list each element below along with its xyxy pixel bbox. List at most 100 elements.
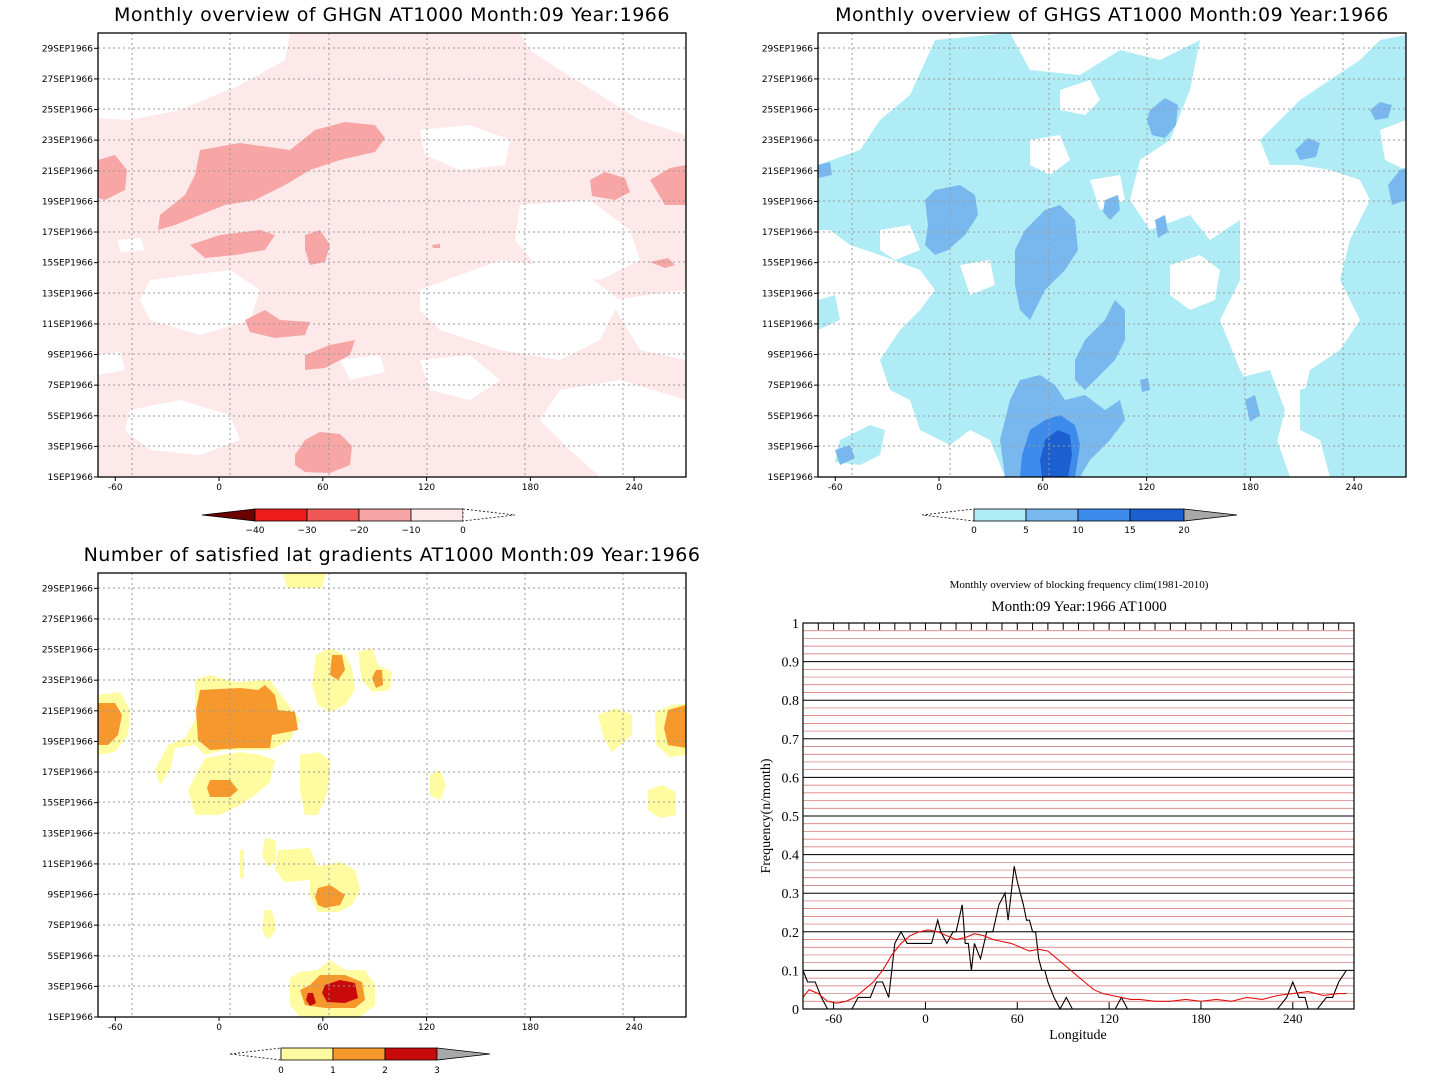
y-tick-label: 23SEP1966: [42, 136, 93, 146]
ghgn-grid: [98, 33, 686, 477]
y-tick-label: 29SEP1966: [42, 584, 93, 594]
freq-x-axis: -60 0 60 120 180 240: [825, 1002, 1303, 1026]
y-tick-label: 5SEP1966: [48, 412, 94, 422]
freq-x-axis-label: Longitude: [1049, 1028, 1107, 1043]
count-contour-field: [98, 573, 686, 1017]
ghgs-colorbar-label: 5: [1023, 526, 1029, 536]
x-tick-label: 180: [1191, 1011, 1211, 1026]
y-tick-label: 21SEP1966: [42, 167, 93, 177]
freq-subtitle: Month:09 Year:1966 AT1000: [991, 599, 1166, 615]
x-tick-label: 240: [1346, 483, 1363, 493]
y-tick-label: 19SEP1966: [42, 197, 93, 207]
y-tick-label: 21SEP1966: [762, 167, 813, 177]
y-tick-label: 0.2: [782, 926, 800, 941]
y-tick-label: 1SEP1966: [48, 1013, 94, 1023]
y-tick-label: 13SEP1966: [42, 829, 93, 839]
count-frame: [97, 572, 687, 1018]
y-tick-label: 9SEP1966: [48, 351, 94, 361]
ghgn-title: Monthly overview of GHGN AT1000 Month:09…: [114, 4, 670, 26]
y-tick-label: 25SEP1966: [42, 646, 93, 656]
x-tick-label: 120: [1099, 1011, 1119, 1026]
y-tick-label: 25SEP1966: [762, 106, 813, 116]
y-tick-label: 3SEP1966: [48, 442, 94, 452]
ghgs-contour-field: [818, 33, 1406, 477]
y-tick-label: 17SEP1966: [762, 228, 813, 238]
y-tick-label: 19SEP1966: [762, 197, 813, 207]
ghgn-y-axis: 29SEP1966 27SEP1966 25SEP1966 23SEP1966 21SE…: [42, 44, 98, 483]
y-tick-label: 15SEP1966: [42, 259, 93, 269]
x-tick-label: 60: [317, 1023, 329, 1033]
y-tick-label: 0.8: [782, 694, 800, 709]
x-tick-label: 120: [418, 1023, 435, 1033]
x-tick-label: 60: [1011, 1011, 1024, 1026]
y-tick-label: 15SEP1966: [42, 799, 93, 809]
count-panel: Number of satisfied lat gradients AT1000…: [42, 544, 701, 1076]
count-colorbar: 0 1 2 3: [229, 1047, 491, 1076]
freq-y-axis: 0 0.1 0.2 0.3 0.4 0.5 0.6 0.7 0.8 0.9 1: [782, 617, 800, 1018]
count-grid: [98, 573, 686, 1017]
ghgs-x-axis: -60 0 60 120 180 240: [828, 477, 1363, 493]
freq-panel: Monthly overview of blocking frequency c…: [759, 579, 1355, 1043]
ghgs-panel: Monthly overview of GHGS AT1000 Month:09…: [762, 4, 1407, 536]
x-tick-label: 60: [317, 483, 329, 493]
ghgs-grid: [818, 33, 1406, 477]
x-tick-label: 240: [626, 483, 643, 493]
y-tick-label: 9SEP1966: [48, 891, 94, 901]
count-title: Number of satisfied lat gradients AT1000…: [84, 544, 701, 566]
y-tick-label: 11SEP1966: [762, 320, 813, 330]
y-tick-label: 13SEP1966: [42, 289, 93, 299]
y-tick-label: 29SEP1966: [762, 44, 813, 54]
ghgs-colorbar-label: 0: [971, 526, 977, 536]
freq-title: Monthly overview of blocking frequency c…: [950, 579, 1209, 591]
ghgs-colorbar-label: 10: [1072, 526, 1084, 536]
ghgs-colorbar-label: 20: [1178, 526, 1190, 536]
x-tick-label: 0: [216, 483, 222, 493]
y-tick-label: 23SEP1966: [762, 136, 813, 146]
y-tick-label: 13SEP1966: [762, 289, 813, 299]
x-tick-label: -60: [828, 483, 843, 493]
y-tick-label: 17SEP1966: [42, 228, 93, 238]
ghgn-contour-field: [98, 33, 686, 477]
y-tick-label: 23SEP1966: [42, 676, 93, 686]
x-tick-label: -60: [108, 483, 123, 493]
y-tick-label: 0: [792, 1003, 799, 1018]
x-tick-label: 240: [626, 1023, 643, 1033]
y-tick-label: 11SEP1966: [42, 860, 93, 870]
ghgs-colorbar: 0 5 10 15 20: [921, 508, 1238, 536]
count-y-axis: 29SEP1966 27SEP1966 25SEP1966 23SEP1966 21SE…: [42, 584, 98, 1023]
y-tick-label: 11SEP1966: [42, 320, 93, 330]
y-tick-label: 0.5: [782, 810, 800, 825]
freq-series: [802, 866, 1347, 1011]
y-tick-label: 1SEP1966: [48, 473, 94, 483]
freq-y-axis-label: Frequency(n/month): [759, 758, 774, 873]
count-colorbar-label: 0: [278, 1066, 284, 1076]
x-tick-label: -60: [108, 1023, 123, 1033]
ghgn-colorbar-label: −20: [350, 526, 369, 536]
y-tick-label: 7SEP1966: [48, 381, 94, 391]
y-tick-label: 27SEP1966: [42, 75, 93, 85]
y-tick-label: 0.1: [782, 964, 800, 979]
y-tick-label: 7SEP1966: [768, 381, 814, 391]
ghgs-title: Monthly overview of GHGS AT1000 Month:09…: [835, 4, 1389, 26]
x-tick-label: 180: [522, 1023, 539, 1033]
y-tick-label: 0.6: [782, 771, 800, 786]
y-tick-label: 7SEP1966: [48, 921, 94, 931]
y-tick-label: 1SEP1966: [768, 473, 814, 483]
count-colorbar-label: 2: [382, 1066, 388, 1076]
y-tick-label: 17SEP1966: [42, 768, 93, 778]
count-colorbar-label: 1: [330, 1066, 336, 1076]
ghgn-x-axis: -60 0 60 120 180 240: [108, 477, 643, 493]
ghgn-panel: Monthly overview of GHGN AT1000 Month:09…: [42, 4, 687, 536]
y-tick-label: 0.4: [782, 849, 800, 864]
y-tick-label: 27SEP1966: [42, 615, 93, 625]
y-tick-label: 5SEP1966: [48, 952, 94, 962]
count-x-axis: -60 0 60 120 180 240: [108, 1017, 643, 1033]
x-tick-label: 60: [1037, 483, 1049, 493]
x-tick-label: 180: [522, 483, 539, 493]
x-tick-label: 0: [936, 483, 942, 493]
freq-major-grid: [802, 622, 1355, 1010]
x-tick-label: -60: [825, 1011, 842, 1026]
y-tick-label: 3SEP1966: [768, 442, 814, 452]
y-tick-label: 3SEP1966: [48, 982, 94, 992]
